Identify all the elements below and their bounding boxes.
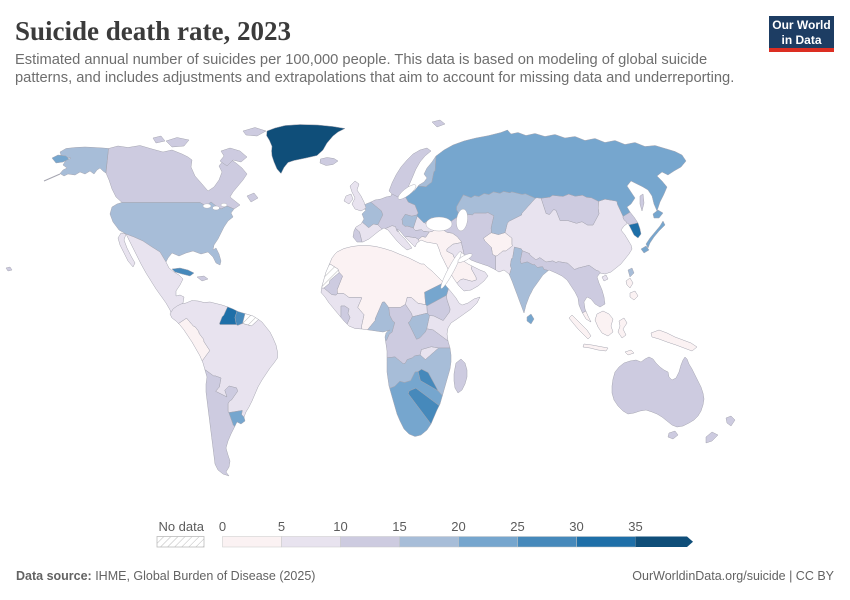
svg-text:10: 10 [333, 519, 347, 534]
svg-text:5: 5 [278, 519, 285, 534]
svg-text:30: 30 [569, 519, 583, 534]
svg-text:35: 35 [628, 519, 642, 534]
svg-text:No data: No data [158, 519, 204, 534]
svg-text:20: 20 [451, 519, 465, 534]
svg-text:15: 15 [392, 519, 406, 534]
svg-text:0: 0 [219, 519, 226, 534]
svg-text:25: 25 [510, 519, 524, 534]
